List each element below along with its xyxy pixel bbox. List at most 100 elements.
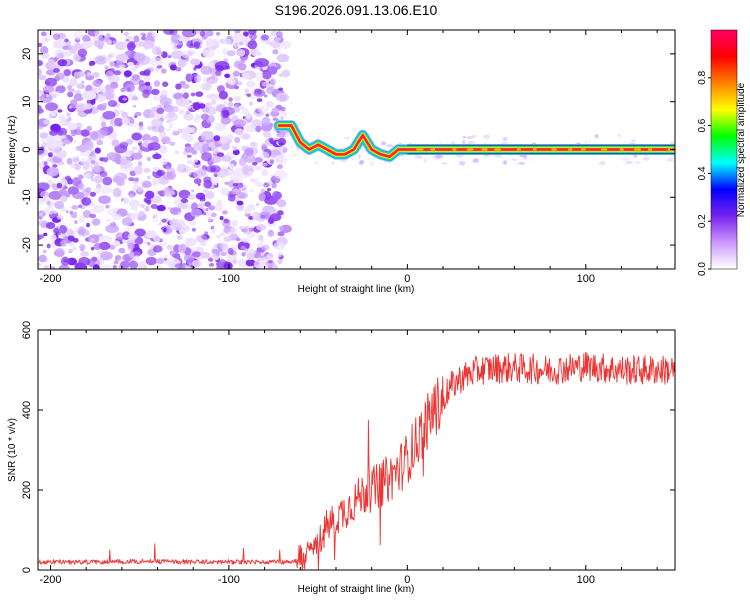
noise-blob xyxy=(115,159,121,165)
noise-blob xyxy=(213,173,218,178)
noise-blob xyxy=(81,197,92,206)
noise-blob xyxy=(38,124,44,130)
noise-blob xyxy=(184,146,195,153)
noise-blob xyxy=(167,55,172,59)
noise-blob xyxy=(156,64,163,69)
noise-blob xyxy=(125,227,132,232)
noise-blob xyxy=(260,34,269,41)
noise-blob xyxy=(53,68,60,73)
noise-blob xyxy=(272,192,282,201)
noise-blob xyxy=(182,126,193,134)
x-tick-label: 100 xyxy=(577,574,595,586)
noise-blob xyxy=(274,170,288,179)
noise-blob xyxy=(73,30,83,40)
noise-blob xyxy=(38,146,45,155)
noise-blob xyxy=(183,92,189,99)
noise-blob xyxy=(271,182,277,189)
noise-blob xyxy=(203,179,213,189)
noise-blob xyxy=(245,259,256,267)
noise-blob xyxy=(86,125,92,132)
noise-blob xyxy=(202,30,214,37)
noise-blob xyxy=(233,95,242,102)
noise-blob xyxy=(131,74,140,81)
noise-blob xyxy=(46,243,51,249)
spectrogram-noise xyxy=(38,30,675,269)
noise-blob xyxy=(193,159,198,163)
noise-blob xyxy=(233,179,239,184)
noise-blob xyxy=(51,167,59,172)
noise-blob xyxy=(163,228,167,233)
noise-blob xyxy=(145,69,151,75)
noise-blob xyxy=(200,241,207,247)
noise-blob xyxy=(94,186,101,195)
noise-blob xyxy=(208,257,214,262)
noise-blob xyxy=(227,247,234,255)
noise-blob xyxy=(210,156,222,163)
noise-blob xyxy=(49,130,58,136)
noise-blob xyxy=(130,67,137,72)
noise-blob xyxy=(46,94,49,98)
noise-blob xyxy=(226,39,232,44)
noise-blob xyxy=(121,117,130,125)
snr-axes: -200 -100 0 100 0 200 400 600 xyxy=(21,321,675,586)
noise-blob xyxy=(386,144,393,148)
noise-blob xyxy=(234,128,244,136)
noise-blob xyxy=(145,256,157,266)
noise-blob xyxy=(201,135,206,141)
noise-blob xyxy=(72,246,77,251)
noise-blob xyxy=(122,97,127,101)
noise-blob xyxy=(195,114,201,121)
noise-blob xyxy=(68,248,73,253)
noise-blob xyxy=(113,260,119,265)
noise-blob xyxy=(255,177,260,183)
noise-blob xyxy=(165,128,171,132)
noise-blob xyxy=(227,133,234,140)
noise-blob xyxy=(249,33,257,40)
noise-blob xyxy=(39,93,53,103)
noise-blob xyxy=(156,169,166,177)
noise-blob xyxy=(232,149,240,156)
noise-blob xyxy=(112,40,117,45)
noise-blob xyxy=(159,130,167,139)
noise-blob xyxy=(216,152,225,158)
noise-blob xyxy=(127,87,131,92)
snr-xlabel: Height of straight line (km) xyxy=(298,584,415,595)
noise-blob xyxy=(195,91,204,97)
noise-blob xyxy=(213,135,221,142)
noise-blob xyxy=(98,234,113,244)
noise-blob xyxy=(257,105,270,114)
noise-blob xyxy=(220,135,229,145)
noise-blob xyxy=(58,264,70,269)
snr-line xyxy=(38,351,675,570)
noise-blob xyxy=(266,188,272,192)
noise-blob xyxy=(205,38,215,48)
noise-blob xyxy=(277,251,283,258)
noise-blob xyxy=(278,225,284,231)
noise-blob xyxy=(82,161,90,170)
noise-blob xyxy=(215,202,223,212)
noise-blob xyxy=(172,93,181,99)
noise-blob xyxy=(232,146,238,151)
noise-blob xyxy=(98,195,111,204)
x-tick-label: -100 xyxy=(218,273,240,285)
noise-blob xyxy=(46,201,54,208)
colorbar-tick-label: 0.6 xyxy=(697,118,708,132)
noise-blob xyxy=(118,64,126,69)
noise-blob xyxy=(39,132,49,139)
noise-blob xyxy=(68,122,78,130)
noise-blob xyxy=(150,110,156,116)
snr-panel: -200 -100 0 100 0 200 400 600 Height of straigh… xyxy=(7,321,676,595)
noise-blob xyxy=(80,251,90,257)
noise-blob xyxy=(69,78,78,87)
noise-blob xyxy=(144,193,150,198)
noise-blob xyxy=(176,235,183,241)
noise-blob xyxy=(73,211,78,215)
noise-blob xyxy=(89,62,94,67)
noise-blob xyxy=(256,224,267,231)
noise-blob xyxy=(255,125,262,133)
noise-blob xyxy=(78,215,86,223)
colorbar-ticks: 0.0 0.2 0.4 0.6 0.8 xyxy=(697,70,711,276)
noise-blob xyxy=(169,64,177,71)
noise-blob xyxy=(233,42,239,47)
noise-blob xyxy=(254,58,270,68)
